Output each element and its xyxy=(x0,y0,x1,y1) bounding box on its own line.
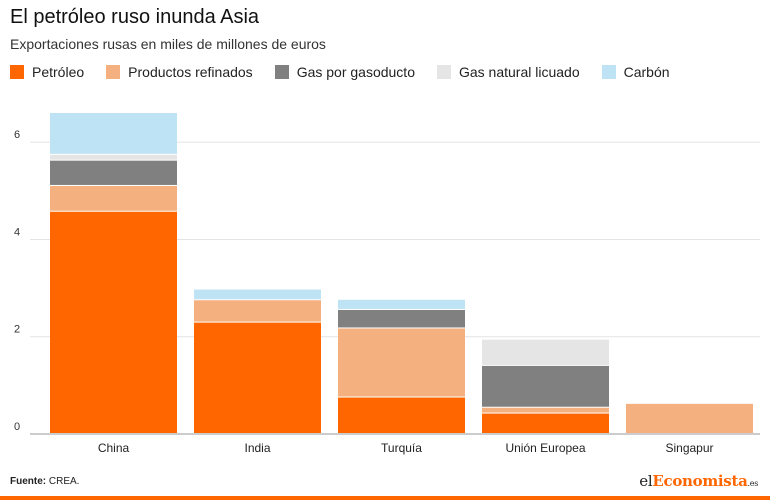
bar-segment xyxy=(482,407,609,413)
legend-swatch xyxy=(106,65,121,79)
bar-segment xyxy=(50,185,177,211)
legend-swatch xyxy=(274,65,289,79)
bar-segment xyxy=(338,328,465,397)
bar-segment xyxy=(338,309,465,328)
bottom-accent-bar xyxy=(0,496,770,500)
legend-item: Petróleo xyxy=(10,64,84,80)
x-tick-label: India xyxy=(244,441,270,455)
legend-label: Gas natural licuado xyxy=(458,64,580,80)
y-tick-label: 0 xyxy=(14,421,20,433)
source-note: Fuente: CREA. xyxy=(10,476,79,487)
bar-segment xyxy=(194,289,321,300)
legend-label: Gas por gasoducto xyxy=(296,64,415,80)
legend-item: Gas natural licuado xyxy=(436,64,580,80)
legend-swatch xyxy=(601,65,616,79)
brand-logo: elEconomista.es xyxy=(639,472,758,490)
bar-segment xyxy=(482,365,609,407)
brand-suffix: .es xyxy=(747,479,759,488)
y-tick-label: 4 xyxy=(14,226,20,238)
legend-swatch xyxy=(436,65,451,79)
brand-prefix: el xyxy=(639,472,653,490)
x-tick-label: Singapur xyxy=(665,441,713,455)
source-value: CREA. xyxy=(48,476,80,487)
bar-segment xyxy=(50,154,177,160)
bar-segment xyxy=(50,160,177,185)
stacked-bar-chart: 0 2 4 6 China India Turquía Unión Europea Singap… xyxy=(14,113,760,455)
bar-segment xyxy=(338,397,465,433)
chart-title: El petróleo ruso inunda Asia xyxy=(10,6,260,28)
bar-segment xyxy=(50,211,177,433)
x-tick-label: China xyxy=(98,441,130,455)
source-label: Fuente: xyxy=(10,476,47,487)
bar-segment xyxy=(194,322,321,433)
legend-label: Petróleo xyxy=(32,64,85,80)
legend-label: Productos refinados xyxy=(128,64,253,80)
legend-item: Carbón xyxy=(601,64,670,80)
legend-item: Productos refinados xyxy=(106,64,253,80)
bar-segment xyxy=(50,113,177,154)
chart-subtitle: Exportaciones rusas en miles de millones… xyxy=(10,36,326,52)
brand-accent: Economista xyxy=(652,472,748,490)
bar-segment xyxy=(626,403,753,433)
legend-item: Gas por gasoducto xyxy=(274,64,415,80)
legend: Petróleo Productos refinados Gas por gasod… xyxy=(10,64,692,80)
bar-segment xyxy=(482,339,609,365)
bar-segment xyxy=(194,300,321,322)
x-tick-label: Unión Europea xyxy=(505,441,585,455)
legend-swatch xyxy=(10,65,24,79)
bar-segment xyxy=(482,413,609,433)
bar-segment xyxy=(338,299,465,309)
y-tick-label: 2 xyxy=(14,324,20,336)
legend-label: Carbón xyxy=(623,64,670,80)
x-tick-label: Turquía xyxy=(381,441,422,455)
y-tick-label: 6 xyxy=(14,129,20,141)
